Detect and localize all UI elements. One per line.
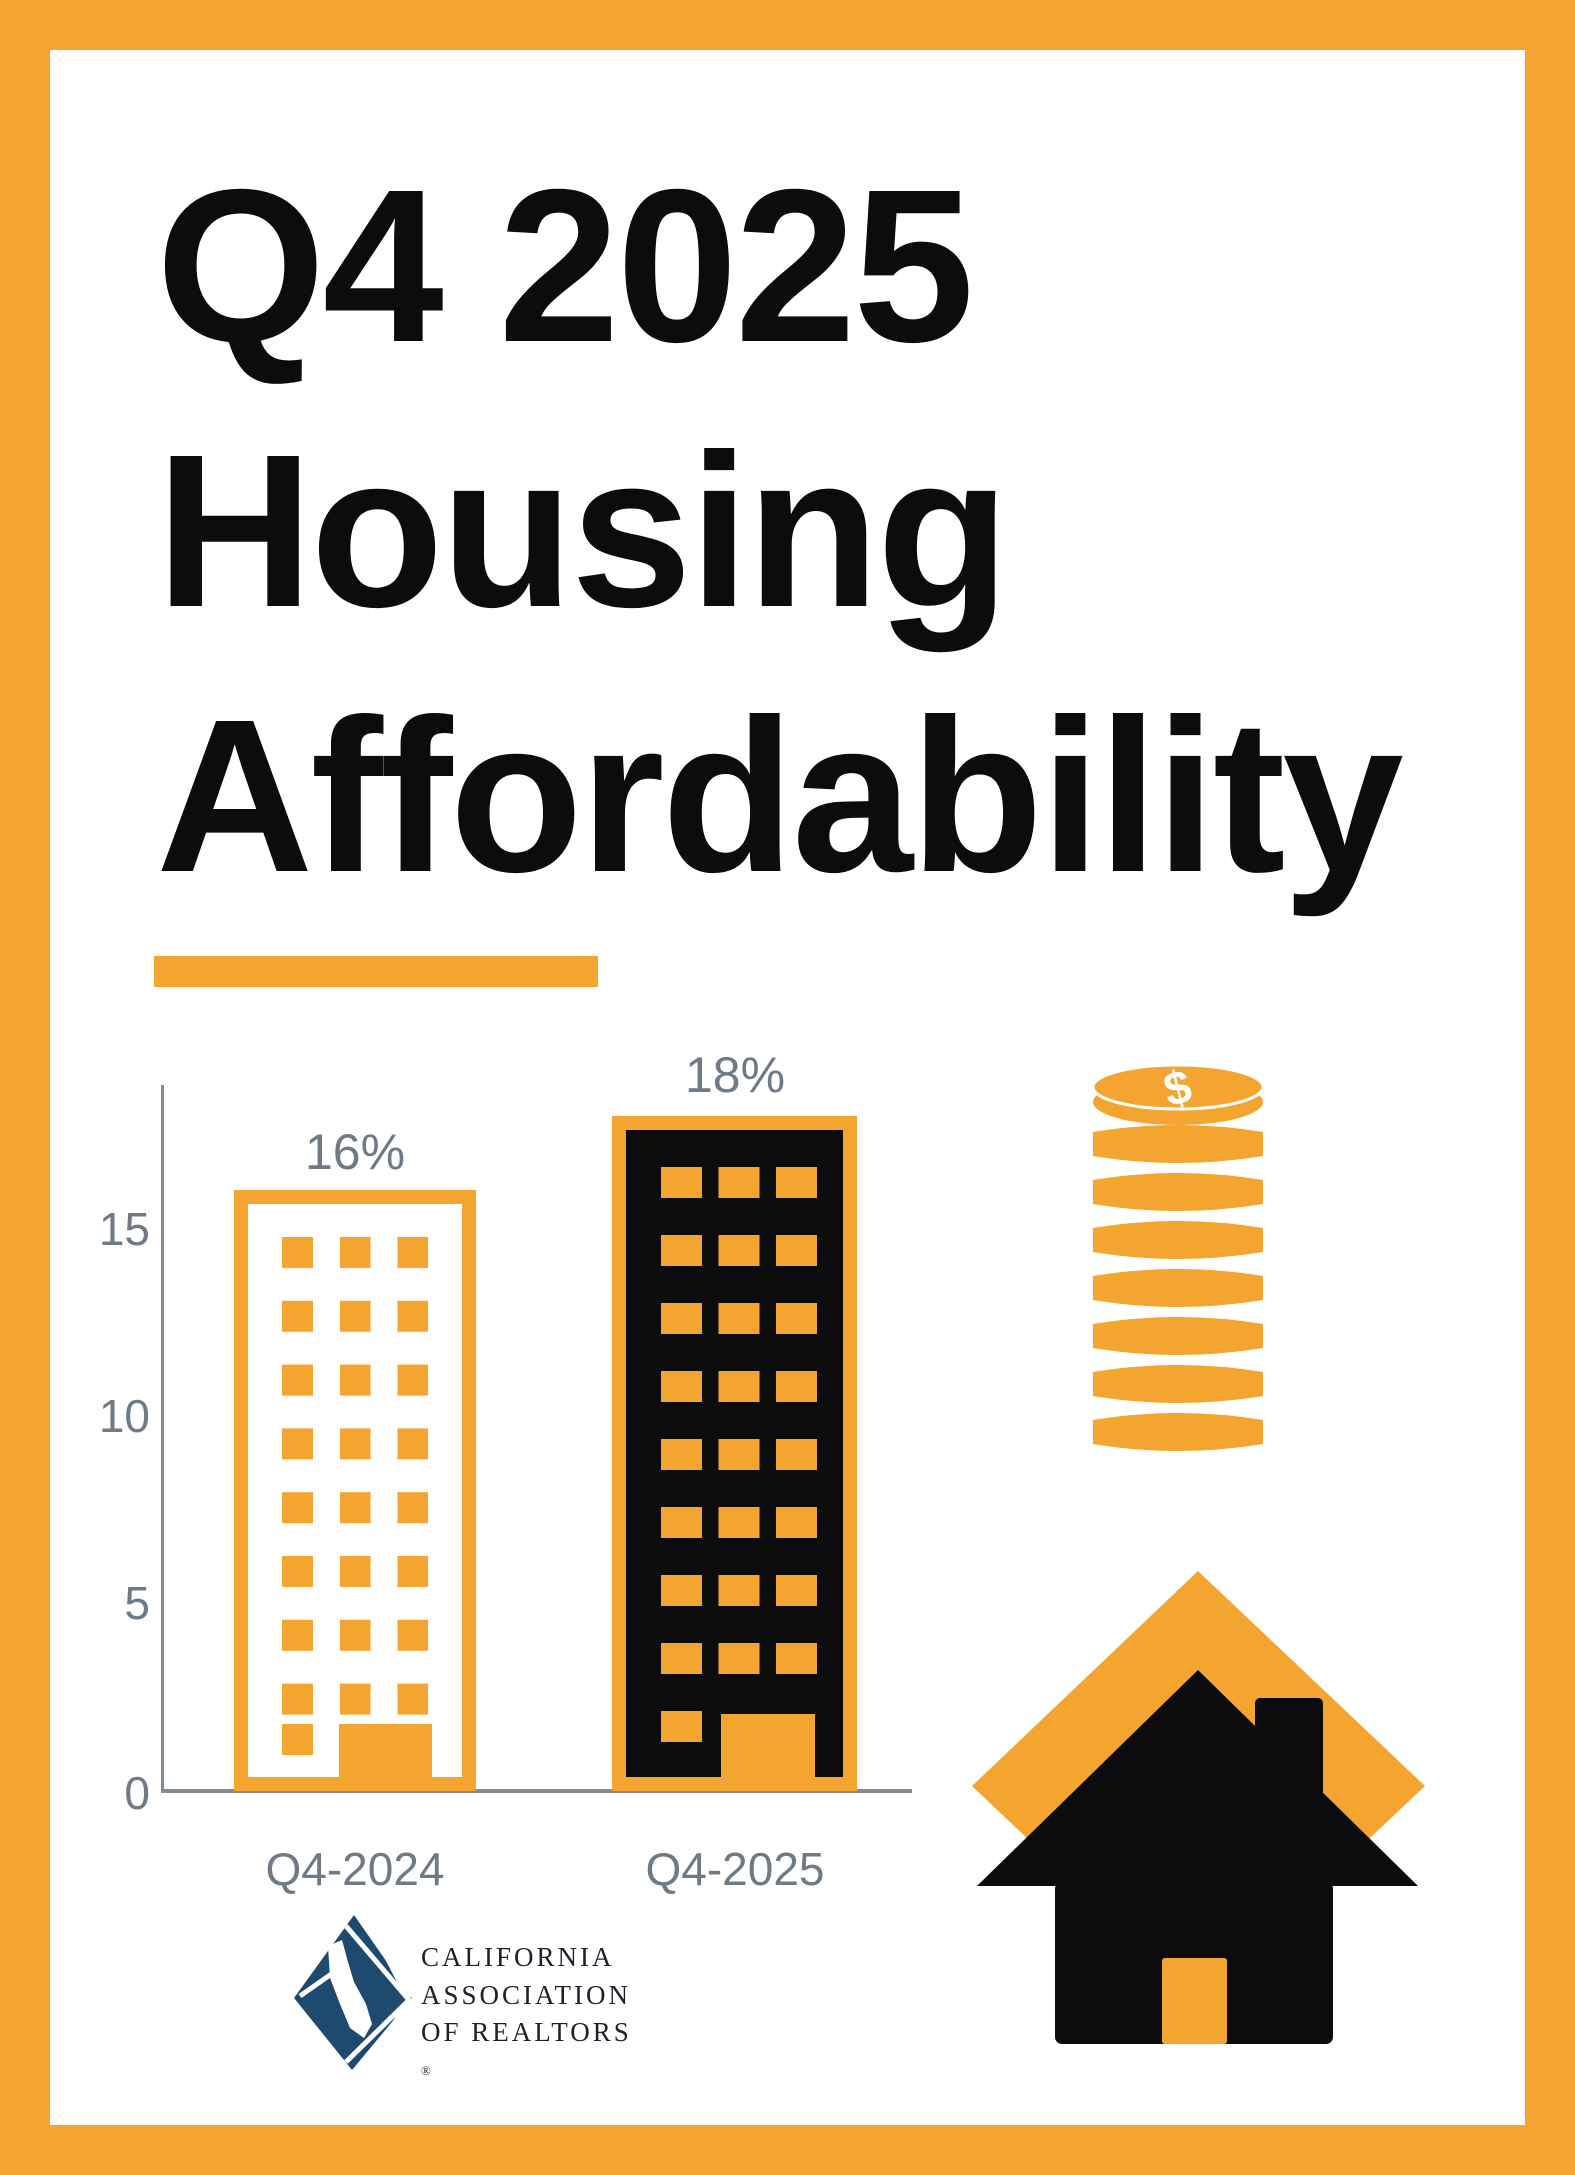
y-tick-5: 5	[124, 1577, 150, 1629]
logo-line-1: CALIFORNIA	[421, 1942, 615, 1972]
house-icon	[972, 1571, 1425, 2044]
title-accent-bar	[154, 956, 598, 987]
page-title: Q4 2025 Housing Affordability	[156, 134, 1456, 929]
bar-building-q4-2024	[234, 1190, 476, 1791]
y-tick-15: 15	[98, 1203, 150, 1255]
bar-building-q4-2025	[612, 1116, 857, 1791]
dollar-coin-stack-icon: $	[1091, 1062, 1265, 1451]
logo-wordmark: CALIFORNIA ASSOCIATION OF REALTORS ®	[421, 1939, 632, 2089]
registered-mark: ®	[421, 2062, 431, 2078]
logo-line-3: OF REALTORS ®	[421, 2014, 632, 2089]
y-axis-line	[161, 1085, 164, 1792]
building-door	[721, 1714, 815, 1791]
car-diamond-logo-icon	[294, 1915, 412, 2070]
house-roof	[977, 1670, 1418, 1886]
logo-line-2: ASSOCIATION	[421, 1979, 632, 2010]
title-line-2: Housing	[156, 410, 1010, 653]
y-tick-0: 0	[124, 1767, 150, 1819]
x-axis-line	[161, 1789, 912, 1793]
title-line-3: Affordability	[156, 675, 1404, 918]
house-door	[1162, 1958, 1227, 2044]
x-label-q4-2024: Q4-2024	[265, 1843, 445, 1895]
building-door	[339, 1724, 432, 1791]
bar-value-label-q4-2025: 18%	[684, 1047, 786, 1103]
y-tick-10: 10	[98, 1390, 150, 1442]
title-line-1: Q4 2025	[156, 145, 974, 388]
california-state-silhouette	[328, 1940, 372, 2038]
bar-value-label-q4-2024: 16%	[304, 1124, 406, 1180]
x-label-q4-2025: Q4-2025	[645, 1843, 825, 1895]
